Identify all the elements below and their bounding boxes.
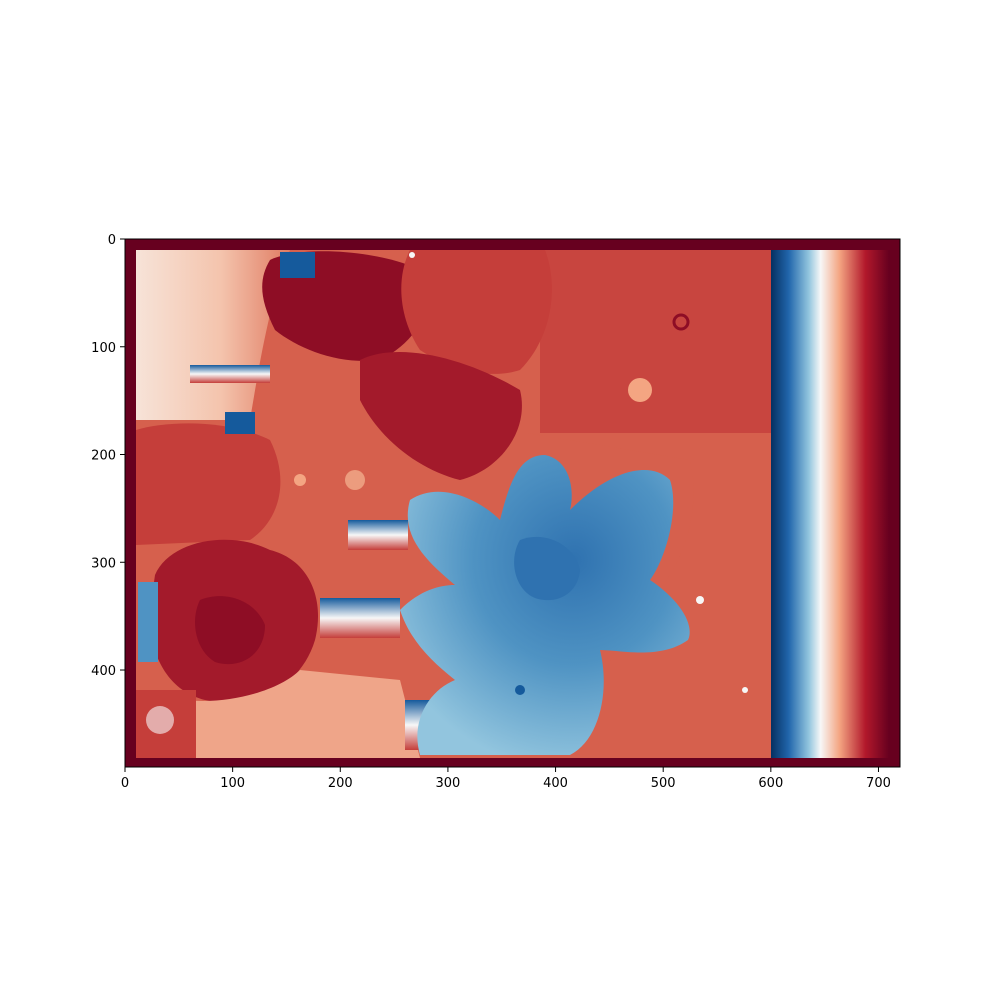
band-artifact [348, 520, 408, 550]
x-tick-label: 200 [328, 776, 353, 791]
band-artifact [138, 582, 158, 662]
x-tick-label: 600 [758, 776, 783, 791]
gradient-strip [771, 250, 889, 758]
speckle [742, 687, 748, 693]
right-middle-region [527, 433, 771, 758]
y-tick-label: 200 [91, 449, 116, 464]
upper-right-area [540, 250, 771, 433]
x-tick-label: 0 [121, 776, 129, 791]
heatmap-image [136, 250, 771, 758]
speckle [146, 706, 174, 734]
small-ring [672, 313, 690, 331]
axes-frame [124, 238, 901, 768]
y-tick-label: 0 [108, 233, 116, 248]
speckle [696, 596, 704, 604]
y-tick-label: 100 [91, 341, 116, 356]
x-tick-label: 100 [220, 776, 245, 791]
central-blue-flower [400, 455, 690, 755]
x-tick-label: 500 [651, 776, 676, 791]
speckle [628, 378, 652, 402]
x-tick-label: 700 [866, 776, 891, 791]
bottom-left-pale-patch [185, 670, 420, 758]
upper-center-dark [360, 351, 522, 480]
top-mid-petals [401, 250, 552, 374]
band-artifact [320, 598, 400, 638]
band-artifact [225, 412, 255, 434]
x-tick-label: 300 [436, 776, 461, 791]
speckle [409, 252, 415, 258]
top-center-petal [262, 251, 428, 361]
bottom-left-flower-core [195, 596, 265, 665]
band-artifact [280, 252, 315, 278]
x-axis-ticks: 0 100 200 300 400 500 600 700 [121, 767, 891, 791]
y-tick-label: 300 [91, 556, 116, 571]
y-axis-ticks: 0 100 200 300 400 [91, 233, 125, 679]
speckle [515, 685, 525, 695]
y-tick-label: 400 [91, 664, 116, 679]
x-tick-label: 400 [543, 776, 568, 791]
band-artifact [190, 365, 270, 383]
blue-flower-center [514, 536, 580, 601]
speckle [294, 474, 306, 486]
left-mid-region [136, 423, 281, 545]
speckle [345, 470, 365, 490]
